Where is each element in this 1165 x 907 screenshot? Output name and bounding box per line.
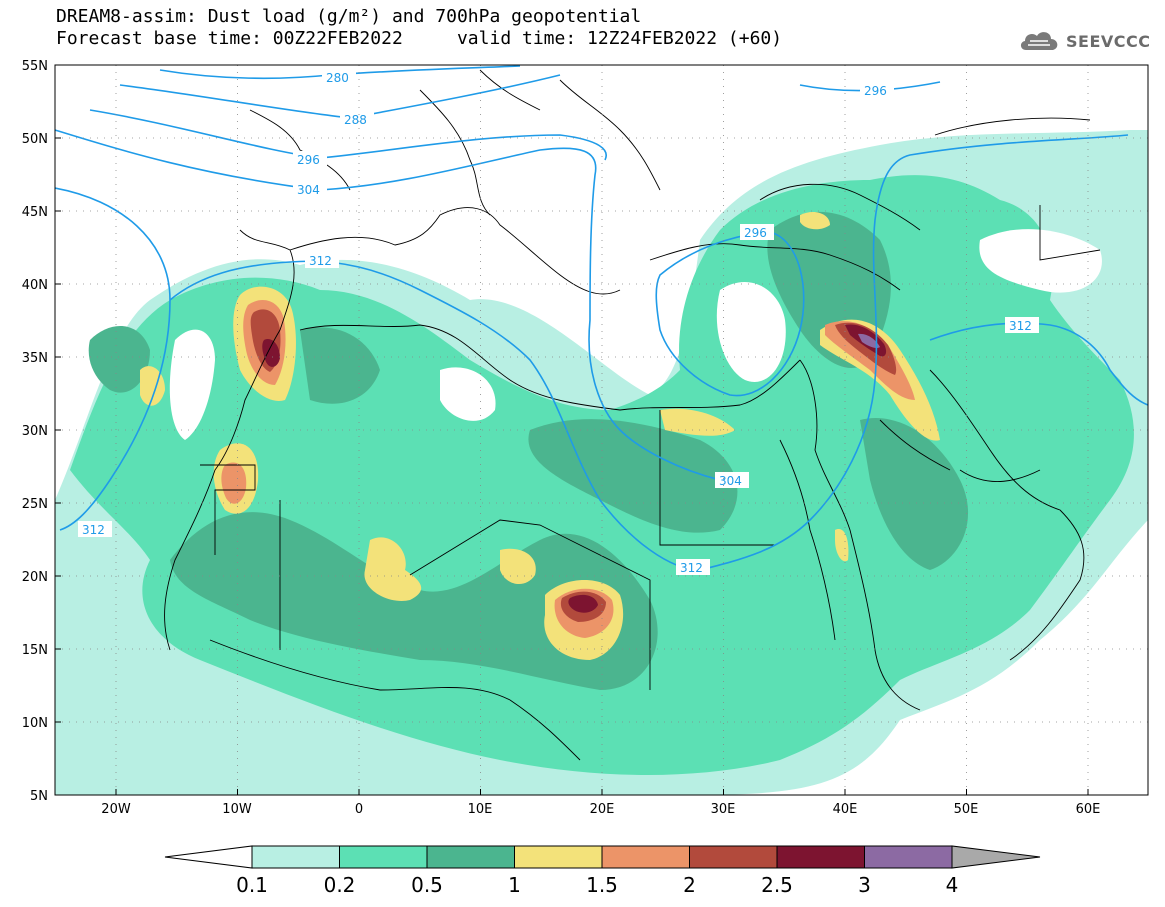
gridlines — [55, 65, 1148, 795]
legend-tick: 3 — [858, 873, 871, 897]
contour-label: 304 — [719, 474, 742, 488]
contour-label: 288 — [344, 113, 367, 127]
map-subtitle: Forecast base time: 00Z22FEB2022 valid t… — [56, 28, 782, 49]
colorbar-legend: 0.1 0.2 0.5 1 1.5 2 2.5 3 4 — [164, 845, 1041, 897]
legend-swatch — [514, 845, 603, 869]
legend-swatch — [426, 845, 515, 869]
seevccc-logo: SEEVCCC — [1018, 26, 1151, 56]
contour-label: 312 — [1009, 319, 1032, 333]
lat-label: 10N — [22, 716, 48, 731]
lon-label: 10W — [222, 802, 252, 817]
lat-label: 5N — [30, 789, 48, 804]
lon-label: 50E — [954, 802, 979, 817]
dust-fill: 280 288 296 304 312 296 296 312 304 312 … — [55, 65, 1148, 795]
lon-label: 0 — [355, 802, 363, 817]
lat-label: 25N — [22, 497, 48, 512]
lat-label: 30N — [22, 424, 48, 439]
legend-low-triangle — [164, 845, 253, 869]
lat-label: 45N — [22, 205, 48, 220]
lat-label: 15N — [22, 643, 48, 658]
legend-swatch — [689, 845, 778, 869]
legend-tick: 0.2 — [324, 873, 356, 897]
contour-label: 296 — [297, 153, 320, 167]
legend-tick: 1.5 — [586, 873, 618, 897]
legend-tick: 0.5 — [411, 873, 443, 897]
legend-swatch — [864, 845, 953, 869]
lat-label: 40N — [22, 278, 48, 293]
legend-swatch — [339, 845, 428, 869]
legend-tick: 2.5 — [761, 873, 793, 897]
logo-text: SEEVCCC — [1066, 31, 1151, 51]
lat-label: 55N — [22, 59, 48, 74]
legend-tick: 4 — [946, 873, 959, 897]
latitude-labels: 55N 50N 45N 40N 35N 30N 25N 20N 15N 10N … — [22, 59, 48, 804]
legend-tick: 1 — [508, 873, 521, 897]
legend-high-triangle — [951, 845, 1041, 869]
contour-label: 312 — [680, 561, 703, 575]
lat-label: 20N — [22, 570, 48, 585]
dust-region-4g — [858, 333, 880, 349]
contour-label: 296 — [744, 226, 767, 240]
lon-label: 40E — [833, 802, 858, 817]
lon-label: 30E — [711, 802, 736, 817]
lon-label: 60E — [1076, 802, 1101, 817]
base-time: Forecast base time: 00Z22FEB2022 — [56, 28, 403, 49]
contour-label: 296 — [864, 84, 887, 98]
valid-time: valid time: 12Z24FEB2022 (+60) — [456, 28, 783, 49]
contour-label: 304 — [297, 183, 320, 197]
lat-label: 35N — [22, 351, 48, 366]
cloud-icon — [1020, 32, 1058, 50]
contour-labels: 280 288 296 304 312 296 296 312 304 312 … — [78, 69, 1039, 575]
map-title: DREAM8-assim: Dust load (g/m²) and 700hP… — [56, 6, 642, 27]
coastlines — [164, 69, 1101, 761]
legend-swatch — [601, 845, 690, 869]
legend-tick: 2 — [683, 873, 696, 897]
lon-label: 20W — [101, 802, 131, 817]
lon-label: 20E — [590, 802, 615, 817]
legend-tick: 0.1 — [236, 873, 268, 897]
axis-ticks — [55, 64, 1089, 796]
lon-label: 10E — [468, 802, 493, 817]
contour-label: 280 — [326, 71, 349, 85]
contour-label: 312 — [82, 523, 105, 537]
legend-swatch — [776, 845, 865, 869]
longitude-labels: 20W 10W 0 10E 20E 30E 40E 50E 60E — [101, 802, 1100, 817]
legend-swatch — [251, 845, 340, 869]
contour-label: 312 — [309, 254, 332, 268]
lat-label: 50N — [22, 132, 48, 147]
